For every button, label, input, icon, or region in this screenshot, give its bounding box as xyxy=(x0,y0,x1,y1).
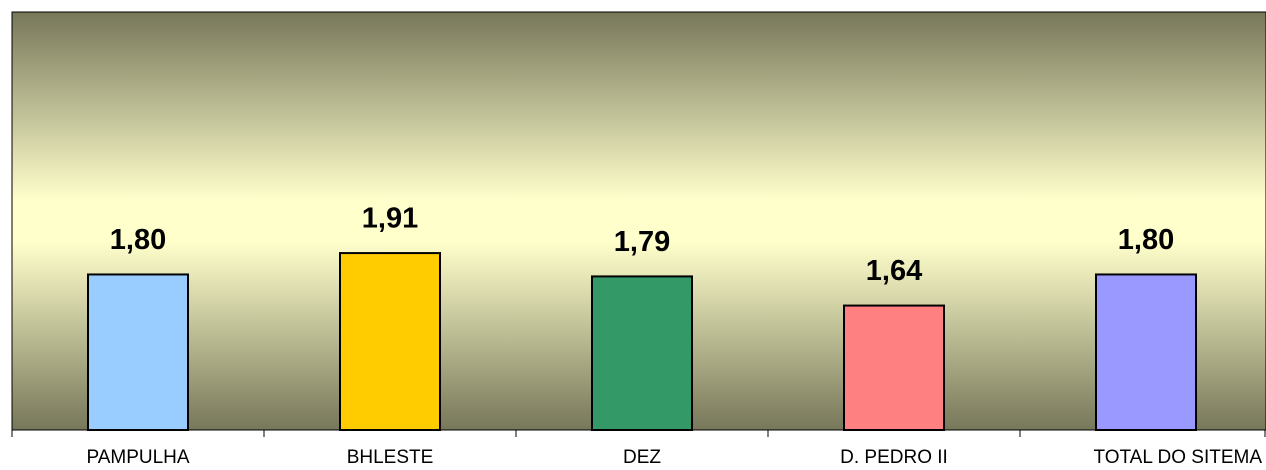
value-label: 1,64 xyxy=(866,255,922,287)
value-label: 1,80 xyxy=(1118,224,1174,256)
x-tick-label: D. PEDRO II xyxy=(840,447,948,468)
bar xyxy=(339,252,441,431)
bar xyxy=(87,273,189,431)
bar xyxy=(1095,273,1197,431)
bar xyxy=(843,304,945,431)
value-label: 1,79 xyxy=(614,226,670,258)
x-tick-label: PAMPULHA xyxy=(86,447,189,468)
x-tick-label: BHLESTE xyxy=(347,447,434,468)
value-label: 1,80 xyxy=(110,224,166,256)
x-tick-label: DEZ xyxy=(623,447,661,468)
bar xyxy=(591,275,693,431)
x-tick-label: TOTAL DO SITEMA xyxy=(1093,447,1262,468)
value-label: 1,91 xyxy=(362,203,418,235)
